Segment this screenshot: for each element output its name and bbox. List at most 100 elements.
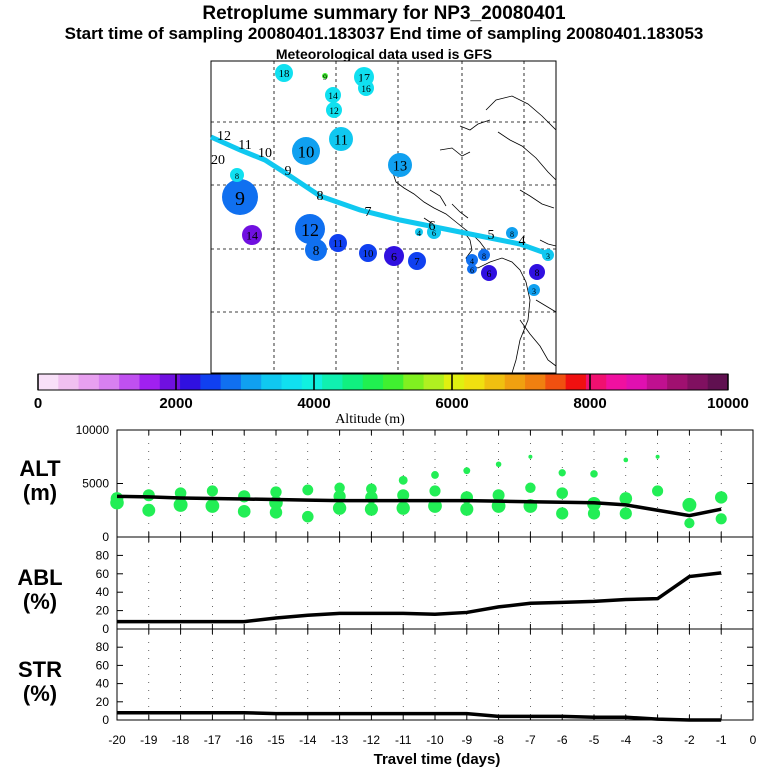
plume-altitude-dot [556,487,568,499]
plume-point [529,264,545,280]
colorbar-swatch [180,374,201,390]
colorbar-swatch [525,374,546,390]
coastlines [391,95,557,374]
colorbar-swatch [38,374,59,390]
plume-altitude-dot [556,507,569,520]
plume-point [466,254,478,266]
plume-point [528,284,540,296]
x-tick-label: -16 [236,733,254,747]
colorbar-swatch [362,374,384,390]
x-tick-label: -18 [172,733,190,747]
colorbar-tick-label: 4000 [297,395,330,412]
colorbar-swatch [240,374,262,390]
colorbar-tick-label: 8000 [573,395,606,412]
plume-point-label: 7 [414,256,420,268]
panel-label: STR [18,657,62,682]
x-tick-label: -1 [716,733,727,747]
colorbar-swatch [119,374,140,390]
plume-point [329,127,353,151]
plume-altitude-dot [431,471,439,479]
plume-altitude-dot [237,504,251,518]
plume-altitude-dot [173,497,188,512]
sampling-times: Start time of sampling 20080401.183037 E… [64,24,704,43]
y-tick-label: 20 [96,695,110,709]
x-tick-label: -7 [525,733,536,747]
plume-altitude-dot [366,483,377,495]
mean-plume-path [209,134,549,257]
plume-point [326,102,342,118]
mean-altitude-line [116,494,722,518]
plume-altitude-dot [587,507,601,520]
x-tick-label: -4 [620,733,631,747]
x-tick-label: -11 [395,733,412,747]
y-tick-label: 40 [96,585,110,599]
plume-point-label: 14 [246,229,258,243]
plume-altitude-dot [397,489,410,502]
plume-altitude-dot [715,513,727,525]
y-tick-label: 5000 [82,477,109,491]
plume-point-label: 3 [532,287,536,296]
plume-point [415,228,423,236]
plume-point [542,249,554,261]
plume-altitude-dot [364,502,378,516]
plume-point-label: 8 [510,230,514,239]
x-tick-label: -3 [652,733,663,747]
x-tick-label: -10 [426,733,444,747]
plume-altitude-dot [525,482,536,494]
x-tick-label: -17 [204,733,222,747]
plume-point-label: 4 [417,229,421,238]
colorbar-swatch [58,374,80,390]
plume-altitude-dot [463,467,471,475]
plume-altitude-dot [270,486,282,498]
plume-point [295,214,325,244]
plume-point-label: 11 [333,238,343,250]
y-tick-label: 0 [102,530,109,544]
colorbar-swatch [606,374,628,390]
plume-point [467,264,477,274]
panel-alt: 10000 5000 0 ALT(m) [19,423,754,544]
panel-label: ABL [17,565,62,590]
plume-altitude-dot [334,482,345,494]
colorbar-swatch [667,374,688,390]
plume-altitude-dot [495,461,502,468]
plume-altitude-dot [619,507,632,520]
plume-point [359,244,377,262]
plume-point-label: 18 [279,68,290,80]
plume-altitude-dot [623,457,629,463]
plume-altitude-dot [528,454,533,459]
x-tick-label: -14 [299,733,317,747]
path-day-label: 5 [488,228,495,243]
colorbar-swatch [545,374,567,390]
plume-altitude-dot [205,499,220,513]
colorbar-swatch [464,374,485,390]
plume-altitude-dot [558,469,566,477]
plume-altitude-dot [269,506,283,519]
x-tick-label: -15 [267,733,285,747]
plume-altitude-dot [174,487,187,499]
plume-point [427,225,441,239]
plume-point [506,227,518,239]
colorbar-swatch [423,374,445,390]
y-tick-label: 10000 [76,423,110,437]
plume-altitude-dot [110,495,124,510]
panel-str: 80 60 40 20 0 STR(%) [18,628,754,727]
plume-point-label: 12 [329,106,339,117]
colorbar-swatch [78,374,100,390]
colorbar-label: Altitude (m) [335,412,405,427]
plume-point-label: 4 [470,257,474,266]
plume-point-label: 9 [323,73,327,82]
plume-altitude-dot [142,503,156,517]
path-day-labels: 12 11 10 20 9 8 7 6 5 4 [211,129,526,249]
plume-altitude-dot [714,491,728,504]
path-day-label: 6 [429,219,436,234]
plume-point [358,80,374,96]
plume-point [242,225,262,245]
plume-point-label: 13 [393,158,407,174]
panel-unit-label: (%) [23,589,57,614]
plume-altitude-dot [590,470,598,478]
plume-altitude-dot [429,485,441,497]
plume-altitude-dot [492,489,505,502]
plume-point-label: 10 [298,142,315,161]
